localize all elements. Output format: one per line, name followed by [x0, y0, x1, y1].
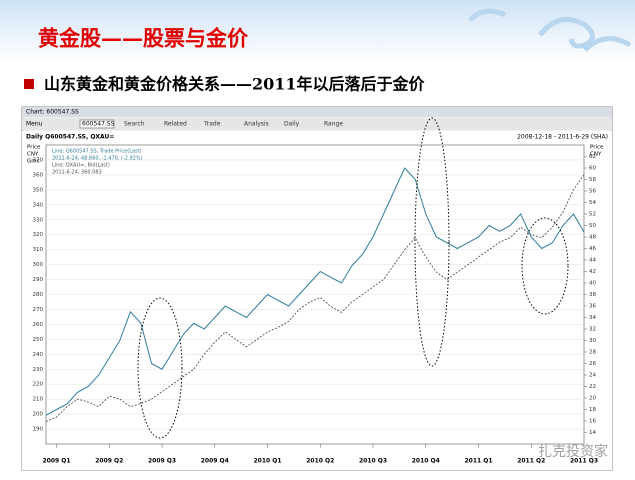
- y-axis-label: Price: [27, 145, 41, 151]
- y2-tick-label: 54: [589, 200, 596, 206]
- y-tick-label: 230: [33, 367, 44, 373]
- y2-tick-label: 16: [589, 419, 596, 425]
- toolbar-button[interactable]: Related: [164, 121, 187, 128]
- y2-tick-label: 44: [589, 258, 596, 264]
- highlight-ellipses: [137, 117, 569, 439]
- y2-tick-label: 46: [589, 246, 596, 252]
- y-axis-label: CNY: [27, 152, 39, 158]
- bullet: [24, 79, 34, 89]
- y-tick-label: 370: [33, 157, 44, 163]
- slide-title: 黄金股——股票与金价: [38, 26, 249, 51]
- series-line: [45, 167, 585, 416]
- legend-entry: 2011-6-24, 360.083: [52, 170, 102, 176]
- y2-tick-label: 48: [589, 235, 596, 241]
- y2-tick-label: 32: [589, 327, 596, 333]
- y2-axis-label: CNY: [590, 152, 602, 158]
- y2-tick-label: 34: [589, 315, 596, 321]
- y2-tick-label: 52: [589, 212, 596, 218]
- symbol-box[interactable]: [79, 119, 115, 129]
- toolbar-button[interactable]: Trade: [203, 121, 221, 128]
- x-tick-label: 2010 Q1: [253, 458, 281, 465]
- y-tick-label: 270: [33, 307, 44, 313]
- menu-button[interactable]: Menu: [26, 121, 43, 128]
- toolbar-button[interactable]: Analysis: [244, 121, 269, 128]
- y2-tick-label: 56: [589, 189, 596, 195]
- y-tick-label: 320: [33, 232, 44, 238]
- y-tick-label: 350: [33, 187, 44, 193]
- y2-tick-label: 24: [589, 373, 596, 379]
- toolbar-button[interactable]: Daily: [284, 121, 300, 128]
- y-tick-label: 340: [33, 202, 44, 208]
- y-tick-label: 300: [33, 262, 44, 268]
- y2-tick-label: 38: [589, 292, 596, 298]
- series-line: [45, 174, 585, 423]
- cloud-decoration: [468, 8, 632, 52]
- y2-tick-label: 60: [589, 166, 596, 172]
- legend-entry: 2011-6-24, 48.860, -1.470, (-2.92%): [52, 156, 143, 162]
- toolbar-button[interactable]: Search: [124, 121, 145, 128]
- watermark: 扎克投资家: [538, 443, 608, 460]
- y2-tick-label: 26: [589, 361, 596, 367]
- x-tick-label: 2010 Q2: [306, 458, 334, 465]
- y2-tick-label: 28: [589, 350, 596, 356]
- x-tick-label: 2010 Q3: [359, 458, 387, 465]
- header-band: [0, 0, 635, 62]
- y2-tick-label: 50: [589, 223, 596, 229]
- y2-tick-label: 30: [589, 338, 596, 344]
- y-tick-label: 220: [33, 382, 44, 388]
- y2-tick-label: 14: [589, 430, 596, 436]
- y-tick-label: 250: [33, 337, 44, 343]
- slide-subtitle: 山东黄金和黄金价格关系——2011年以后落后于金价: [44, 75, 426, 94]
- window-title: Chart: 600547.SS: [26, 109, 79, 116]
- y2-tick-label: 36: [589, 304, 596, 310]
- y-tick-label: 240: [33, 352, 44, 358]
- y-tick-label: 360: [33, 172, 44, 178]
- y-tick-label: 200: [33, 412, 44, 418]
- y-tick-label: 210: [33, 397, 44, 403]
- x-tick-label: 2009 Q4: [201, 458, 229, 465]
- window-titlebar: [22, 107, 612, 117]
- x-tick-label: 2011 Q2: [517, 458, 545, 465]
- legend-entry: Line; Q600547.SS, Trade Price(Last): [52, 149, 142, 155]
- y2-tick-label: 18: [589, 407, 596, 413]
- y-tick-label: 330: [33, 217, 44, 223]
- x-tick-label: 2009 Q2: [95, 458, 123, 465]
- y2-tick-label: 42: [589, 269, 596, 275]
- y-tick-label: 290: [33, 277, 44, 283]
- y2-tick-label: 20: [589, 396, 596, 402]
- symbol: 600547.SS: [82, 121, 115, 128]
- y-tick-label: 310: [33, 247, 44, 253]
- y-tick-label: 280: [33, 292, 44, 298]
- legend-entry: Line; QXAU=, Bid(Last): [52, 163, 110, 169]
- y2-tick-label: 58: [589, 177, 596, 183]
- chart-header: Daily Q600547.SS, QXAU=: [26, 134, 114, 141]
- date-range: 2008-12-18 - 2011-6-29 (SHA): [517, 134, 608, 141]
- x-tick-label: 2009 Q1: [43, 458, 71, 465]
- y2-tick-label: 40: [589, 281, 596, 287]
- toolbar: [22, 118, 612, 130]
- y2-axis-label: Price: [590, 145, 604, 151]
- y-axis-label: Gms: [27, 159, 40, 165]
- x-tick-label: 2010 Q4: [412, 458, 440, 465]
- toolbar-button[interactable]: Range: [324, 121, 343, 128]
- y-tick-label: 190: [33, 427, 44, 433]
- y-tick-label: 260: [33, 322, 44, 328]
- y2-tick-label: 22: [589, 384, 596, 390]
- x-tick-label: 2009 Q3: [148, 458, 176, 465]
- y2-tick-label: 62: [589, 154, 596, 160]
- x-tick-label: 2011 Q1: [464, 458, 492, 465]
- x-tick-label: 2011 Q3: [570, 458, 598, 465]
